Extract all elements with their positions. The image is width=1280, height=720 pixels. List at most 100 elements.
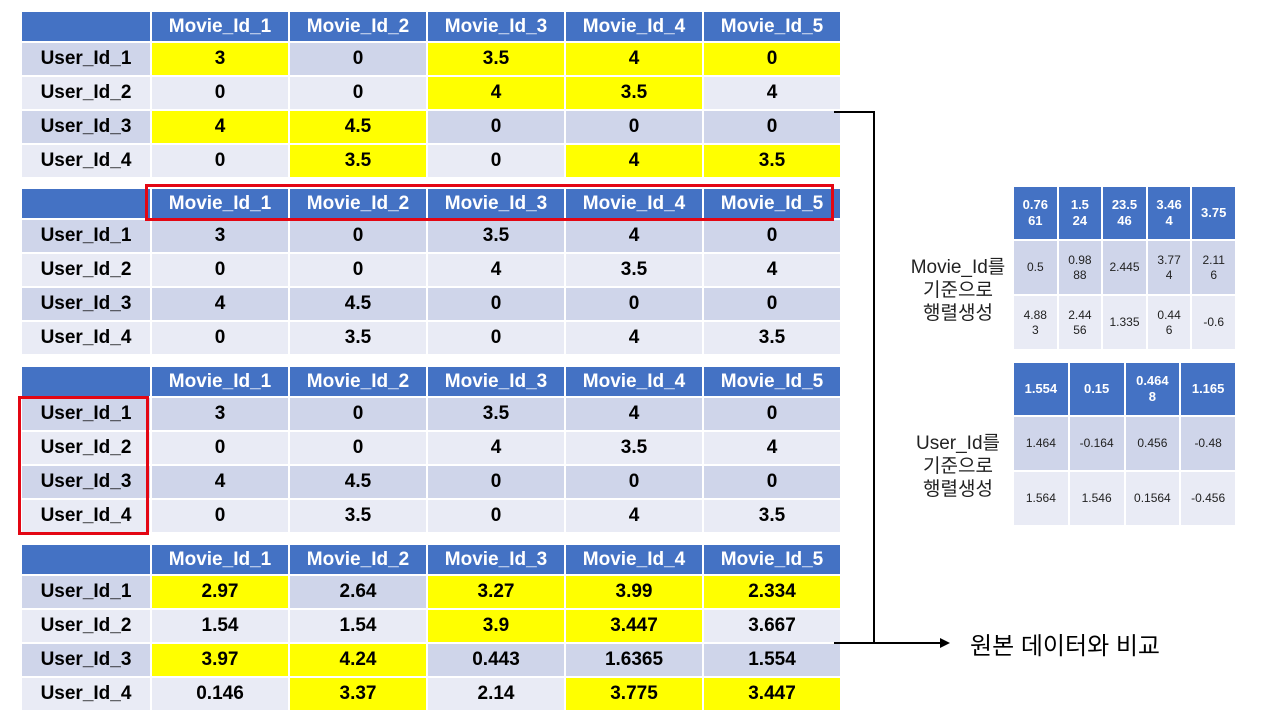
row-header: User_Id_2 <box>22 432 150 464</box>
rating-cell: 4 <box>152 466 288 498</box>
rating-cell: 0 <box>704 43 840 75</box>
rating-cell: 3.99 <box>566 576 702 608</box>
column-header: Movie_Id_2 <box>290 12 426 41</box>
column-header: Movie_Id_4 <box>566 12 702 41</box>
rating-cell: 4 <box>152 111 288 143</box>
compare-label: 원본 데이터와 비교 <box>970 633 1160 660</box>
header-row: Movie_Id_1 Movie_Id_2 Movie_Id_3 Movie_Id_4… <box>22 545 840 574</box>
rating-cell: 4.24 <box>290 644 426 676</box>
table-row: User_Id_4 0 3.5 0 4 3.5 <box>22 322 840 354</box>
column-header: Movie_Id_3 <box>428 189 564 218</box>
rating-cell: 3.775 <box>566 678 702 710</box>
rating-cell: 1.54 <box>290 610 426 642</box>
column-header: Movie_Id_4 <box>566 367 702 396</box>
rating-cell: 3 <box>152 220 288 252</box>
rating-cell: 0 <box>290 43 426 75</box>
user-factor-label: User_Id를 기준으로 행렬생성 <box>915 433 1000 500</box>
table-row: User_Id_2 0 0 4 3.5 4 <box>22 254 840 286</box>
factor-cell: 3.77 4 <box>1147 241 1191 294</box>
rating-cell: 2.334 <box>704 576 840 608</box>
factor-cell: -0.48 <box>1181 417 1235 470</box>
rating-cell: 0 <box>428 145 564 177</box>
rating-cell: 3 <box>152 398 288 430</box>
rating-cell: 0.443 <box>428 644 564 676</box>
row-header: User_Id_2 <box>22 610 150 642</box>
factor-header-cell: 0.15 <box>1069 363 1124 415</box>
header-row: Movie_Id_1 Movie_Id_2 Movie_Id_3 Movie_Id_4… <box>22 12 840 41</box>
table-row: User_Id_2 0 0 4 3.5 4 <box>22 432 840 464</box>
factor-cell: 1.335 <box>1103 296 1146 349</box>
rating-cell: 0 <box>704 288 840 320</box>
column-header: Movie_Id_5 <box>704 12 840 41</box>
row-header: User_Id_3 <box>22 466 150 498</box>
user-rows-table: Movie_Id_1 Movie_Id_2 Movie_Id_3 Movie_Id_4… <box>20 365 842 534</box>
row-header: User_Id_2 <box>22 254 150 286</box>
rating-cell: 3.27 <box>428 576 564 608</box>
factor-cell: 0.98 88 <box>1058 241 1102 294</box>
rating-cell: 0 <box>152 254 288 286</box>
factor-header-row: 1.554 0.15 0.464 8 1.165 <box>1014 363 1235 415</box>
rating-cell: 0 <box>290 254 426 286</box>
factor-cell: 0.5 <box>1014 241 1057 294</box>
table-row: User_Id_4 0.146 3.37 2.14 3.775 3.447 <box>22 678 840 710</box>
row-header: User_Id_4 <box>22 145 150 177</box>
column-header: Movie_Id_2 <box>290 189 426 218</box>
rating-cell: 4 <box>566 43 702 75</box>
column-header: Movie_Id_5 <box>704 367 840 396</box>
row-header: User_Id_3 <box>22 644 150 676</box>
table-row: User_Id_2 1.54 1.54 3.9 3.447 3.667 <box>22 610 840 642</box>
header-row: Movie_Id_1 Movie_Id_2 Movie_Id_3 Movie_Id_4… <box>22 189 840 218</box>
column-header: Movie_Id_2 <box>290 545 426 574</box>
rating-cell: 2.14 <box>428 678 564 710</box>
rating-cell: 3.5 <box>428 398 564 430</box>
row-header: User_Id_4 <box>22 500 150 532</box>
column-header: Movie_Id_1 <box>152 367 288 396</box>
factor-header-cell: 1.554 <box>1014 363 1068 415</box>
row-header: User_Id_3 <box>22 288 150 320</box>
rating-cell: 3.5 <box>290 500 426 532</box>
rating-cell: 3.447 <box>566 610 702 642</box>
rating-cell: 3.5 <box>704 145 840 177</box>
rating-cell: 3.97 <box>152 644 288 676</box>
rating-cell: 0 <box>152 500 288 532</box>
rating-cell: 0.146 <box>152 678 288 710</box>
factor-header-cell: 0.76 61 <box>1014 187 1057 239</box>
table-row: User_Id_3 3.97 4.24 0.443 1.6365 1.554 <box>22 644 840 676</box>
rating-cell: 3.5 <box>566 432 702 464</box>
column-header: Movie_Id_4 <box>566 545 702 574</box>
rating-cell: 0 <box>704 398 840 430</box>
rating-cell: 0 <box>704 466 840 498</box>
factor-header-cell: 23.5 46 <box>1103 187 1146 239</box>
factor-cell: 4.88 3 <box>1014 296 1057 349</box>
movie-columns-table: Movie_Id_1 Movie_Id_2 Movie_Id_3 Movie_Id_4… <box>20 187 842 356</box>
rating-cell: 4.5 <box>290 111 426 143</box>
rating-cell: 0 <box>428 111 564 143</box>
row-header: User_Id_4 <box>22 678 150 710</box>
table-row: User_Id_3 4 4.5 0 0 0 <box>22 111 840 143</box>
rating-cell: 0 <box>428 288 564 320</box>
row-header: User_Id_1 <box>22 576 150 608</box>
rating-cell: 3.5 <box>704 322 840 354</box>
factor-row: 0.5 0.98 88 2.445 3.77 4 2.11 6 <box>1014 241 1235 294</box>
factor-cell: -0.456 <box>1181 472 1235 525</box>
factor-row: 1.564 1.546 0.1564 -0.456 <box>1014 472 1235 525</box>
rating-cell: 3.667 <box>704 610 840 642</box>
column-header: Movie_Id_3 <box>428 545 564 574</box>
rating-cell: 0 <box>566 111 702 143</box>
rating-cell: 4 <box>566 220 702 252</box>
factor-cell: -0.6 <box>1192 296 1235 349</box>
table-row: User_Id_3 4 4.5 0 0 0 <box>22 288 840 320</box>
factor-cell: 1.564 <box>1014 472 1068 525</box>
rating-cell: 3.5 <box>290 322 426 354</box>
rating-cell: 4 <box>704 254 840 286</box>
rating-cell: 3.37 <box>290 678 426 710</box>
rating-cell: 4 <box>566 145 702 177</box>
predicted-ratings-table: Movie_Id_1 Movie_Id_2 Movie_Id_3 Movie_Id_4… <box>20 543 842 712</box>
rating-cell: 3.5 <box>428 43 564 75</box>
row-header: User_Id_2 <box>22 77 150 109</box>
table-row: User_Id_4 0 3.5 0 4 3.5 <box>22 500 840 532</box>
rating-cell: 0 <box>704 220 840 252</box>
table-row: User_Id_1 3 0 3.5 4 0 <box>22 43 840 75</box>
user-factor-table: 1.554 0.15 0.464 8 1.165 1.464 -0.164 0.456 -0.… <box>1012 361 1237 527</box>
rating-cell: 2.97 <box>152 576 288 608</box>
